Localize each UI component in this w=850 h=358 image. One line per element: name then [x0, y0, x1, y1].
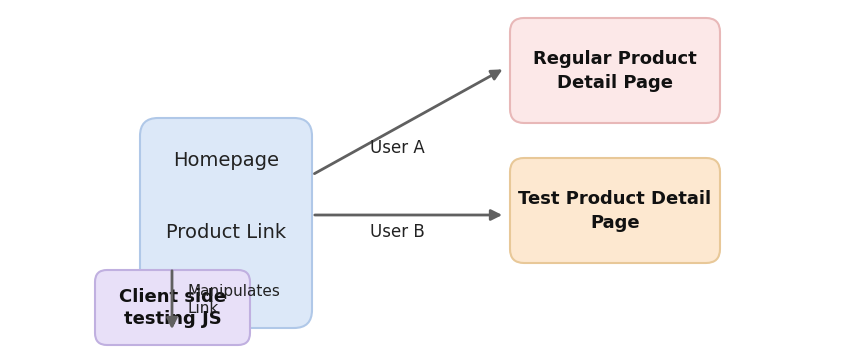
Text: Test Product Detail: Test Product Detail — [518, 189, 711, 208]
Text: Detail Page: Detail Page — [557, 73, 673, 92]
Text: Manipulates
Link: Manipulates Link — [188, 284, 280, 316]
FancyBboxPatch shape — [140, 118, 312, 328]
Text: Product Link: Product Link — [166, 223, 286, 242]
Text: Client side: Client side — [119, 287, 226, 305]
Text: User A: User A — [370, 139, 425, 157]
Text: Homepage: Homepage — [173, 150, 279, 169]
Text: User B: User B — [370, 223, 425, 241]
Text: Regular Product: Regular Product — [533, 49, 697, 68]
FancyBboxPatch shape — [510, 18, 720, 123]
Text: testing JS: testing JS — [123, 310, 221, 328]
FancyBboxPatch shape — [95, 270, 250, 345]
Text: Page: Page — [590, 213, 640, 232]
FancyBboxPatch shape — [510, 158, 720, 263]
